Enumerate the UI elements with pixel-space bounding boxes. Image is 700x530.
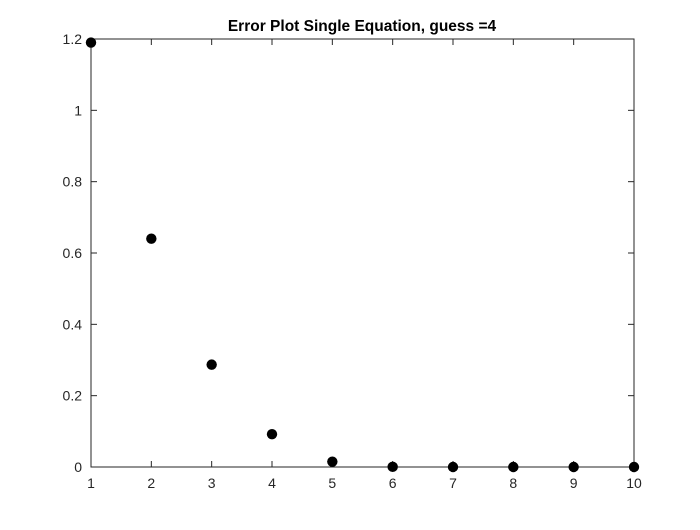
x-tick-label: 1 [87, 475, 95, 491]
x-tick-label: 2 [147, 475, 155, 491]
y-tick-label: 0.6 [63, 245, 83, 261]
data-point [508, 461, 519, 473]
data-point [447, 461, 459, 473]
y-tick-label: 1 [74, 102, 82, 118]
data-point [206, 359, 217, 370]
y-tick-label: 0 [74, 459, 82, 475]
x-tick-label: 10 [626, 475, 642, 491]
x-tick-label: 8 [509, 475, 517, 491]
chart-title: Error Plot Single Equation, guess =4 [228, 18, 497, 35]
data-points [85, 37, 640, 473]
y-tick-label: 0.8 [63, 174, 83, 190]
data-point [266, 428, 278, 440]
data-point [327, 456, 338, 467]
x-tick-label: 4 [268, 475, 276, 491]
y-tick-label: 0.4 [63, 316, 83, 332]
axes-box [90, 38, 635, 468]
data-point [568, 461, 579, 473]
x-tick-label: 5 [328, 475, 336, 491]
x-tick-label: 3 [208, 475, 216, 491]
y-tick-label: 1.2 [63, 31, 83, 47]
data-point [85, 37, 97, 48]
x-tick-label: 9 [570, 475, 578, 491]
data-point [146, 233, 157, 244]
y-tick-label: 0.2 [63, 388, 83, 404]
data-point [387, 461, 398, 473]
x-tick-label: 7 [449, 475, 457, 491]
ticks: 1 2 3 4 5 6 7 8 9 10 0 0.2 0.4 0.6 0.8 1 1.2 [63, 31, 642, 491]
axes [90, 38, 635, 468]
data-point [628, 461, 640, 473]
x-tick-label: 6 [389, 475, 397, 491]
